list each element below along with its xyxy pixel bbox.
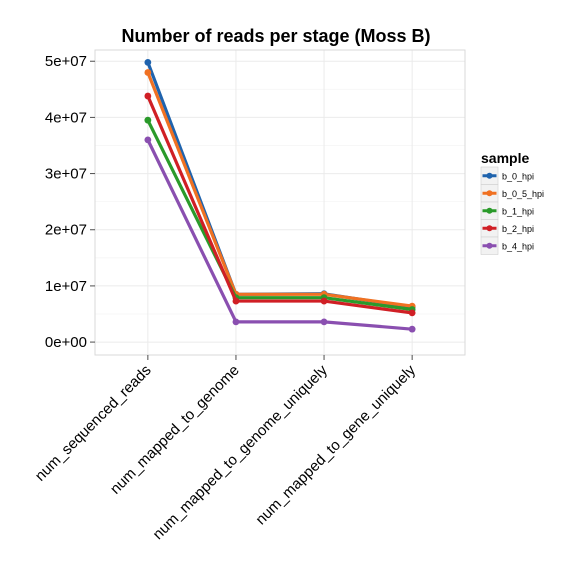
y-tick-label: 0e+00: [45, 334, 87, 351]
legend-label: b_0_5_hpi: [502, 189, 544, 199]
legend-point: [486, 172, 493, 179]
y-tick-label: 1e+07: [45, 278, 87, 295]
legend-label: b_1_hpi: [502, 206, 534, 216]
y-tick-label: 3e+07: [45, 166, 87, 183]
legend-point: [486, 207, 493, 214]
y-tick-label: 4e+07: [45, 109, 87, 126]
data-point: [408, 309, 416, 317]
legend-item: b_4_hpi: [480, 236, 534, 255]
legend-item: b_0_5_hpi: [480, 184, 544, 203]
legend-label: b_2_hpi: [502, 224, 534, 234]
legend-point: [486, 242, 493, 249]
chart-title: Number of reads per stage (Moss B): [121, 26, 430, 46]
legend-label: b_0_hpi: [502, 171, 534, 181]
plot-panel: [94, 49, 466, 356]
series-b-2-hpi: [144, 92, 416, 317]
data-point: [232, 318, 240, 326]
legend-point: [486, 225, 493, 232]
legend-title: sample: [481, 150, 529, 166]
data-point: [408, 325, 416, 333]
data-point: [144, 92, 152, 100]
series-b-4-hpi: [144, 136, 416, 333]
y-tick-label: 5e+07: [45, 53, 87, 70]
data-point: [144, 58, 152, 66]
y-axis: 0e+00 1e+07 2e+07 3e+07 4e+07 5e+07: [45, 53, 95, 351]
legend-item: b_1_hpi: [480, 201, 534, 220]
series-group: [144, 58, 416, 333]
series-line: [146, 138, 414, 331]
data-point: [320, 297, 328, 305]
series-b-0-5-hpi: [144, 69, 416, 310]
legend-label: b_4_hpi: [502, 241, 534, 251]
data-point: [320, 318, 328, 326]
data-point: [232, 297, 240, 305]
data-point: [144, 116, 152, 124]
series-line: [146, 94, 414, 315]
legend-point: [486, 190, 493, 197]
data-point: [144, 69, 152, 76]
legend: sample b_0_hpi b_0_5_hpi b_1_hpi b_2_hpi b_4…: [480, 150, 544, 255]
series-line: [146, 118, 414, 312]
y-tick-label: 2e+07: [45, 222, 87, 239]
data-point: [144, 136, 152, 144]
legend-item: b_0_hpi: [480, 166, 534, 185]
x-tick-label: num_mapped_to_genome_uniquely: [150, 361, 332, 543]
legend-item: b_2_hpi: [480, 219, 534, 238]
series-line: [146, 70, 414, 308]
x-tick-label: num_mapped_to_gene_uniquely: [252, 361, 419, 528]
x-axis: num_sequenced_readsnum_mapped_to_genomen…: [32, 355, 419, 543]
